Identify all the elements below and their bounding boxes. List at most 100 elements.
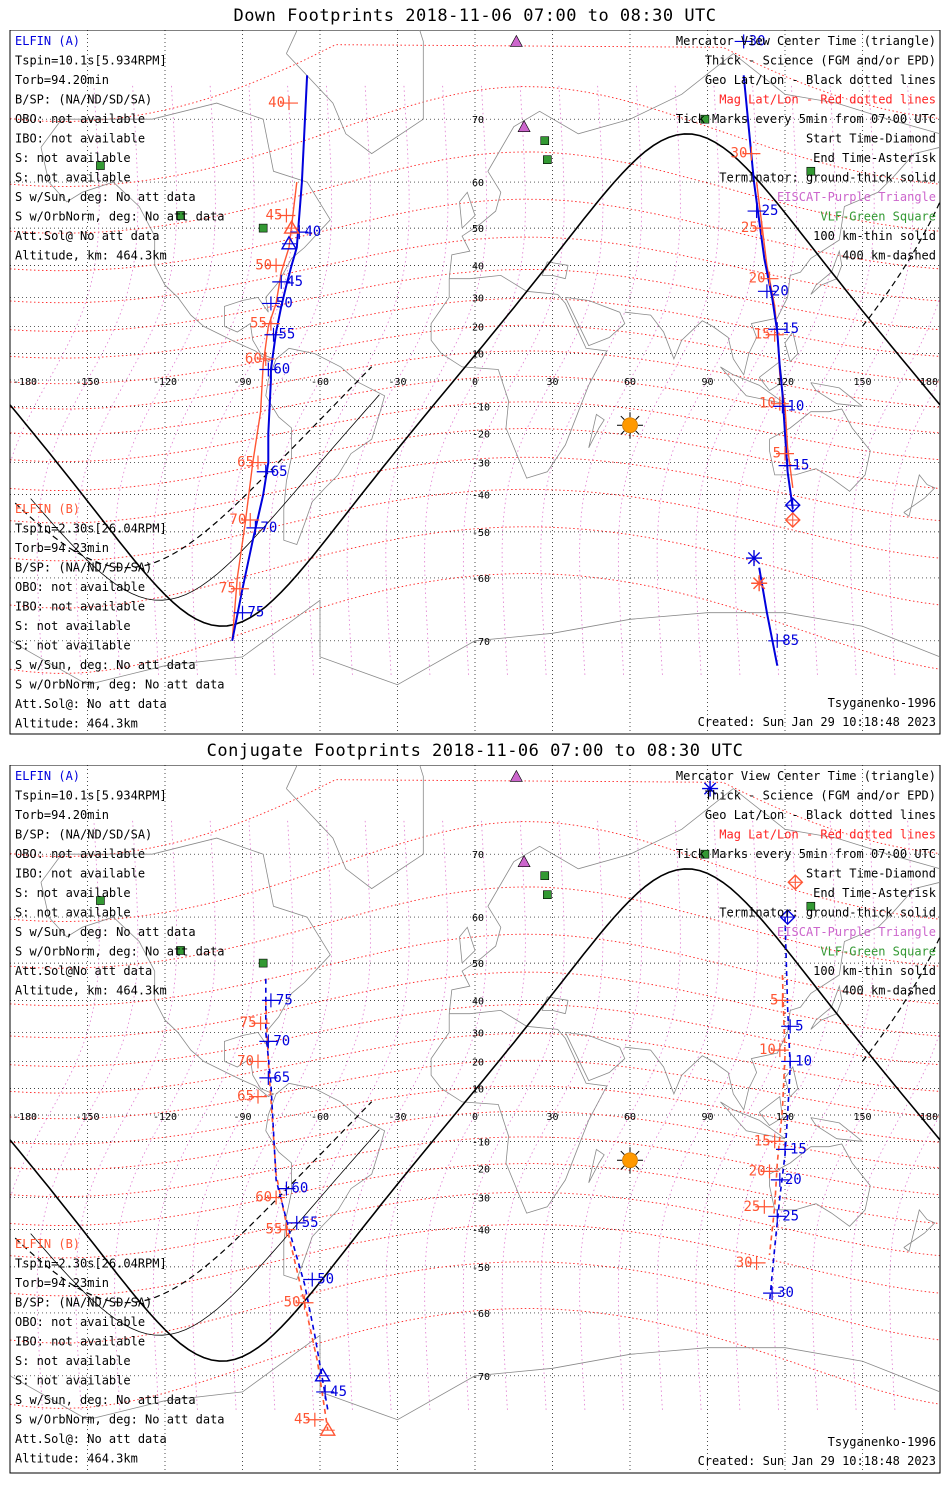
map-grid: [9, 30, 941, 734]
lon-tick-label: -30: [388, 377, 406, 388]
elfin-a-tick-label: 10: [795, 1053, 812, 1069]
lat-tick-label: -50: [472, 1263, 490, 1274]
lat-tick-label: 70: [472, 115, 484, 126]
elfin-b-info-line: S: not available: [15, 1374, 131, 1388]
mag-meridian: [656, 820, 759, 1410]
terminator-group: [9, 868, 941, 1362]
elfin-a-info-line: Tspin=10.1s[5.934RPM]: [15, 54, 167, 68]
lat-tick-label: -10: [472, 402, 490, 413]
mag-meridian: [811, 820, 914, 1410]
vlf-square-marker: [176, 946, 185, 955]
vlf-square-marker: [700, 849, 710, 859]
mag-parallel: [9, 1308, 941, 1409]
time-ticks: 7570656055504551015202530757065605550455…: [237, 992, 812, 1427]
coastline-segment: [286, 30, 424, 155]
elfin-a-tick-label: 60: [291, 1181, 308, 1197]
eiscat-triangle-marker: [517, 855, 531, 867]
lon-tick-label: 150: [853, 377, 871, 388]
mag-meridian: [889, 1120, 938, 1410]
legend-entry: Geo Lat/Lon - Black dotted lines: [705, 73, 936, 87]
mag-meridian: [850, 1032, 941, 1410]
lat-tick-label: 10: [472, 1085, 484, 1096]
elfin-a-info-line: S w/Sun, deg: No att data: [15, 925, 196, 939]
axis-labels: -180 -150 -120 -90 -60 -30 0 30 60 90 120 150 180 -70…: [13, 850, 938, 1383]
mag-meridian: [462, 85, 565, 675]
elfin-b-tick-label: 50: [255, 257, 272, 273]
legend-entry: Thick - Science (FGM and/or EPD): [705, 789, 936, 803]
altitude-100km-curve: [30, 1129, 380, 1336]
mag-parallel: [9, 779, 941, 857]
mag-meridian: [9, 820, 100, 1198]
elfin-a-info-line: S: not available: [15, 886, 131, 900]
coastline-segment: [810, 984, 843, 1030]
lat-tick-label: -30: [472, 1194, 490, 1205]
coastline-segment: [810, 1117, 864, 1142]
elfin-b-info-line: Tspin=2.30s[26.04RPM]: [15, 1257, 167, 1271]
sun-ray: [635, 415, 640, 420]
elfin-b-info-line: B/SP: (NA/ND/SD/SA): [15, 1296, 152, 1310]
elfin-a-info-line: S: not available: [15, 171, 131, 185]
sun-ray: [620, 430, 625, 435]
elfin-b-info-line: OBO: not available: [15, 1315, 145, 1329]
footprint-tracks: [265, 917, 792, 1431]
terminator-line: [9, 868, 941, 1362]
elfin-b-info-line: Att.Sol@: No att data: [15, 697, 167, 711]
legend-entry: End Time-Asterisk: [813, 151, 937, 165]
legend-entry: End Time-Asterisk: [813, 886, 937, 900]
mag-parallel: [9, 821, 941, 922]
coastline-segment: [541, 261, 569, 280]
sun-ray: [620, 415, 625, 420]
lat-tick-label: 40: [472, 996, 484, 1007]
elfin-b-info-line: S: not available: [15, 1354, 131, 1368]
sun-ray: [620, 1165, 625, 1170]
elfin-b-track-east: [768, 974, 786, 1256]
elfin-a-tick-label: 15: [793, 458, 810, 474]
elfin-a-tick-label: 25: [782, 1208, 799, 1224]
elfin-a-tick-label: 65: [273, 1070, 290, 1086]
legend-entry: Thick - Science (FGM and/or EPD): [705, 54, 936, 68]
elfin-a-tick-label: 40: [304, 224, 321, 240]
lon-tick-label: -150: [75, 377, 99, 388]
elfin-b-info-line: Torb=94.23min: [15, 541, 109, 555]
mag-meridian: [540, 85, 643, 675]
elfin-a-info-label: ELFIN (A): [15, 769, 80, 783]
elfin-b-info-line: Altitude: 464.3km: [15, 717, 138, 731]
mag-meridian: [75, 85, 178, 675]
elfin-a-info-line: B/SP: (NA/ND/SD/SA): [15, 828, 152, 842]
elfin-b-tick-label: 5: [770, 992, 778, 1008]
elfin-a-tick-label: 45: [330, 1384, 347, 1400]
end-time-asterisk: [753, 577, 766, 590]
lat-tick-label: -20: [472, 430, 490, 441]
elfin-a-info-line: IBO: not available: [15, 132, 145, 146]
coastline-segment: [624, 881, 941, 1111]
eiscat-triangle-marker: [509, 34, 523, 47]
lon-tick-label: 0: [472, 377, 478, 388]
center-time-triangle: [314, 1367, 331, 1382]
altitude-400km-curve-east: [862, 201, 941, 327]
vlf-square-marker: [176, 211, 185, 220]
elfin-b-tick-label: 10: [759, 396, 776, 412]
elfin-a-info-line: Torb=94.20min: [15, 808, 109, 822]
elfin-a-tick-label: 70: [260, 520, 277, 536]
elfin-b-tick-label: 20: [749, 1163, 766, 1179]
created-timestamp: Created: Sun Jan 29 10:18:48 2023: [698, 715, 936, 729]
mag-meridian: [772, 85, 875, 675]
satellite-info: ELFIN (A) Tspin=10.1s[5.934RPM] Torb=94.20…: [15, 34, 225, 731]
elfin-a-info-line: S w/OrbNorm, deg: No att data: [15, 945, 225, 959]
coastline-segment: [286, 765, 424, 890]
lat-tick-label: 40: [472, 261, 484, 272]
center-time-triangle: [319, 1421, 336, 1436]
lon-tick-label: 180: [920, 377, 938, 388]
coastline-segment: [430, 274, 608, 479]
coastline-segment: [40, 837, 331, 1098]
lon-tick-label: -120: [153, 1112, 177, 1123]
axis-labels: -180 -150 -120 -90 -60 -30 0 30 60 90 120 150 180 -70…: [13, 115, 938, 648]
altitude-400km-curve: [14, 366, 373, 569]
coastline-segment: [720, 1101, 786, 1140]
coastline-segment: [40, 102, 331, 363]
mag-meridian: [307, 85, 410, 675]
mag-parallel: [9, 1085, 941, 1145]
altitude-400km-curve-east: [862, 936, 941, 1062]
mag-meridian: [889, 385, 938, 675]
created-timestamp: Created: Sun Jan 29 10:18:48 2023: [698, 1454, 936, 1468]
